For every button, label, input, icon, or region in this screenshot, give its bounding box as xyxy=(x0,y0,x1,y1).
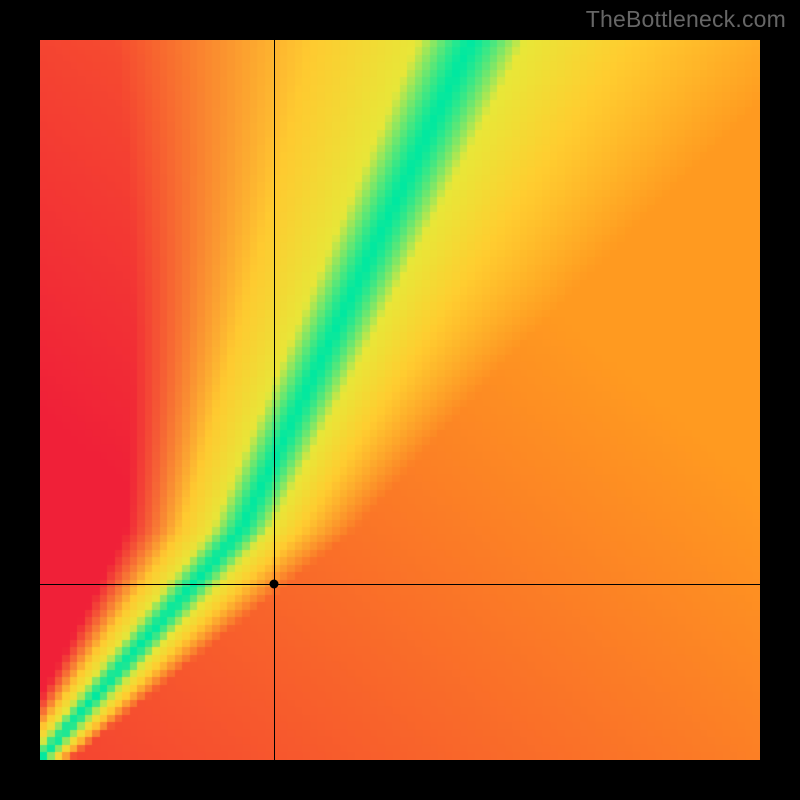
plot-area xyxy=(40,40,760,760)
crosshair-vertical xyxy=(274,40,275,760)
heatmap-canvas xyxy=(40,40,760,760)
watermark-text: TheBottleneck.com xyxy=(586,6,786,33)
crosshair-marker xyxy=(270,579,279,588)
chart-container: TheBottleneck.com xyxy=(0,0,800,800)
crosshair-horizontal xyxy=(40,584,760,585)
